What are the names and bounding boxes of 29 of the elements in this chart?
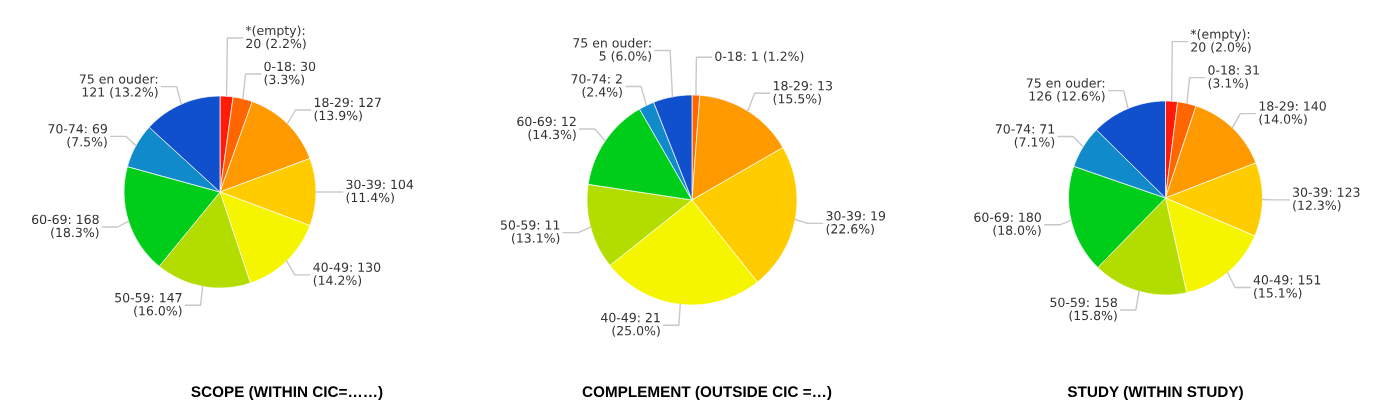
slice-label: 60-69: 12 (14.3%) (517, 116, 576, 141)
slice-label: *(empty): 20 (2.0%) (1190, 29, 1251, 54)
slice-label: 30-39: 123 (12.3%) (1293, 187, 1360, 212)
slice-label: 0-18: 31 (3.1%) (1208, 65, 1259, 90)
slice-label: 40-49: 151 (15.1%) (1253, 275, 1321, 300)
slice-label: 70-74: 69 (7.5%) (48, 124, 107, 148)
text: SCOPE (WITHIN CIC=……) (191, 385, 383, 401)
slice-label: 60-69: 168 (18.3%) (32, 214, 99, 239)
slice-label: 75 en ouder: 5 (6.0%) (573, 37, 652, 63)
slice-label: 40-49: 21 (25.0%) (601, 312, 660, 337)
slice-label: 50-59: 11 (13.1%) (500, 220, 560, 245)
slice-label: 75 en ouder: 121 (13.2%) (79, 74, 158, 99)
slice-label: 60-69: 180 (18.0%) (974, 212, 1041, 237)
text: COMPLEMENT (OUTSIDE CIC =…) (582, 385, 832, 401)
slice-label: 70-74: 2 (2.4%) (571, 74, 622, 99)
slice-label: 40-49: 130 (14.2%) (313, 262, 381, 287)
slice-label: 75 en ouder: 126 (12.6%) (1026, 78, 1105, 103)
slice-label: 50-59: 158 (15.8%) (1050, 297, 1117, 322)
slice-label: 70-74: 71 (7.1%) (995, 124, 1055, 149)
slice-label: 30-39: 19 (22.6%) (826, 211, 886, 236)
slice-label: 30-39: 104 (11.4%) (346, 179, 414, 204)
slice-label: 18-29: 13 (15.5%) (773, 80, 832, 105)
slice-label: 18-29: 127 (13.9%) (314, 97, 381, 122)
slice-label: *(empty): 20 (2.2%) (245, 25, 306, 50)
slice-label: 18-29: 140 (14.0%) (1259, 101, 1326, 126)
slice-label: 0-18: 30 (3.3%) (264, 61, 316, 86)
slice-label: 0-18: 1 (1.2%) (715, 51, 804, 63)
text: STUDY (WITHIN STUDY) (1067, 385, 1243, 401)
slice-label: 50-59: 147 (16.0%) (115, 292, 182, 317)
